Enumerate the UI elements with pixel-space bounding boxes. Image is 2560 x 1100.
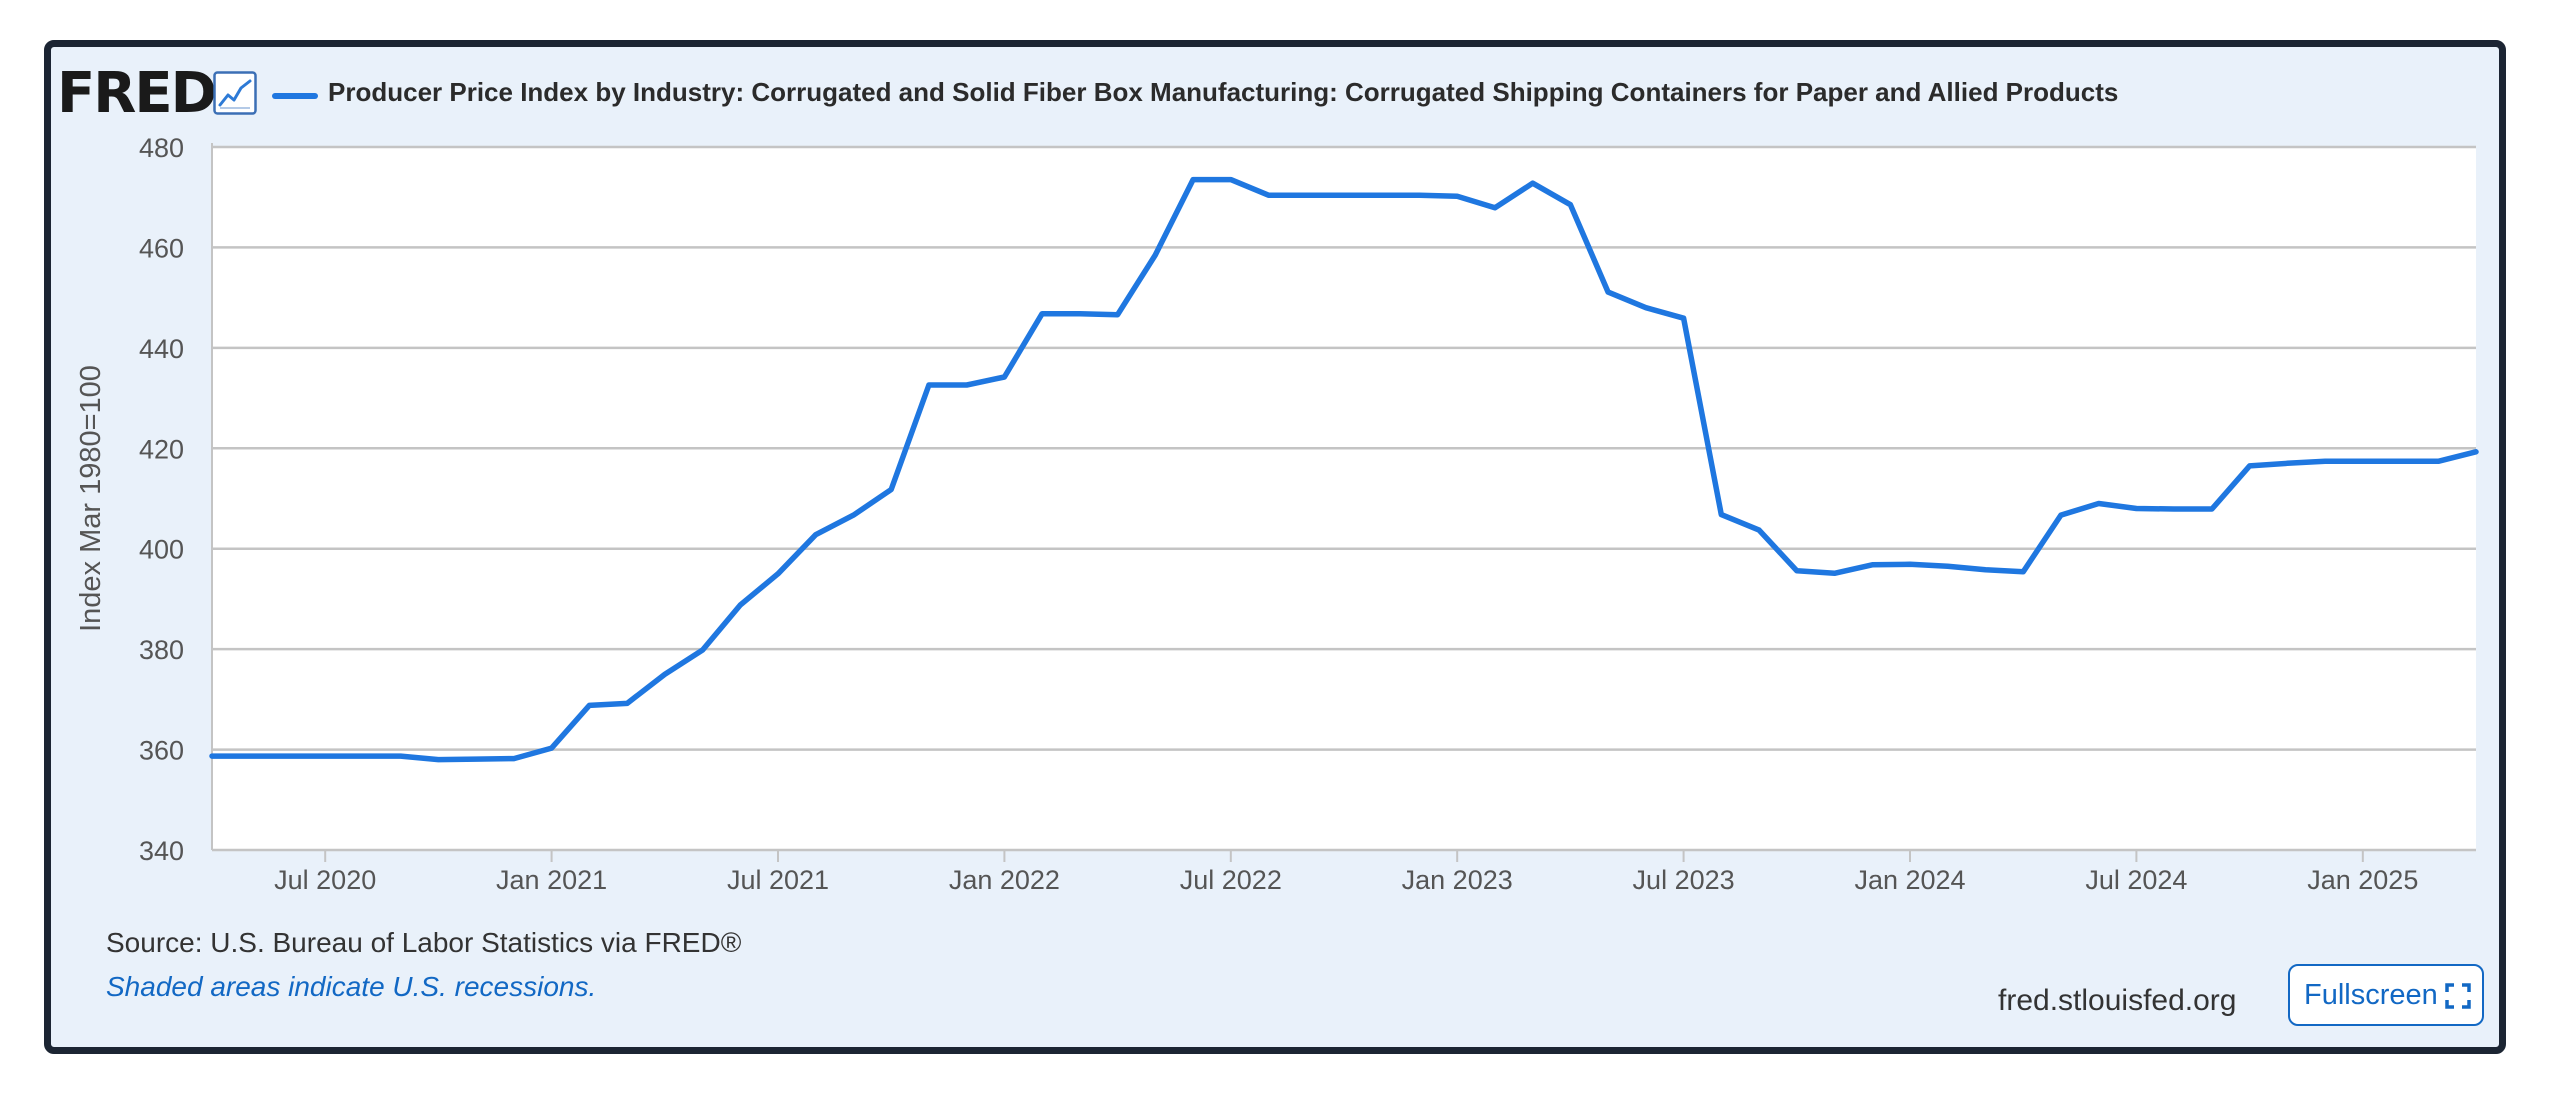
y-tick-label: 380 <box>139 635 184 665</box>
y-tick-label: 480 <box>139 133 184 163</box>
x-tick-label: Jan 2021 <box>496 865 607 895</box>
recessions-note: Shaded areas indicate U.S. recessions. <box>106 971 597 1002</box>
y-tick-label: 360 <box>139 736 184 766</box>
x-tick-label: Jul 2024 <box>2085 865 2187 895</box>
fred-logo[interactable]: FRED <box>57 61 217 126</box>
fullscreen-label: Fullscreen <box>2304 979 2438 1011</box>
legend-series-swatch <box>272 93 318 99</box>
x-tick-label: Jan 2023 <box>1402 865 1513 895</box>
y-tick-label: 460 <box>139 233 184 263</box>
source-note: Source: U.S. Bureau of Labor Statistics … <box>106 927 742 958</box>
y-tick-label: 420 <box>139 434 184 464</box>
x-tick-label: Jul 2023 <box>1633 865 1735 895</box>
site-url: fred.stlouisfed.org <box>1998 984 2237 1017</box>
chart-line-icon <box>213 71 257 115</box>
y-axis-label: Index Mar 1980=100 <box>75 365 107 632</box>
series-line <box>209 176 2479 763</box>
chart-title: Producer Price Index by Industry: Corrug… <box>328 77 2119 107</box>
y-tick-label: 440 <box>139 334 184 364</box>
y-tick-label: 400 <box>139 535 184 565</box>
x-tick-label: Jan 2024 <box>1854 865 1965 895</box>
fullscreen-button[interactable]: Fullscreen <box>2288 964 2484 1026</box>
expand-icon <box>2445 983 2471 1009</box>
x-tick-label: Jul 2022 <box>1180 865 1282 895</box>
x-tick-label: Jan 2022 <box>949 865 1060 895</box>
x-tick-label: Jan 2025 <box>2307 865 2418 895</box>
x-tick-label: Jul 2021 <box>727 865 829 895</box>
x-tick-label: Jul 2020 <box>274 865 376 895</box>
y-tick-label: 340 <box>139 836 184 866</box>
plot-area <box>212 147 2476 850</box>
